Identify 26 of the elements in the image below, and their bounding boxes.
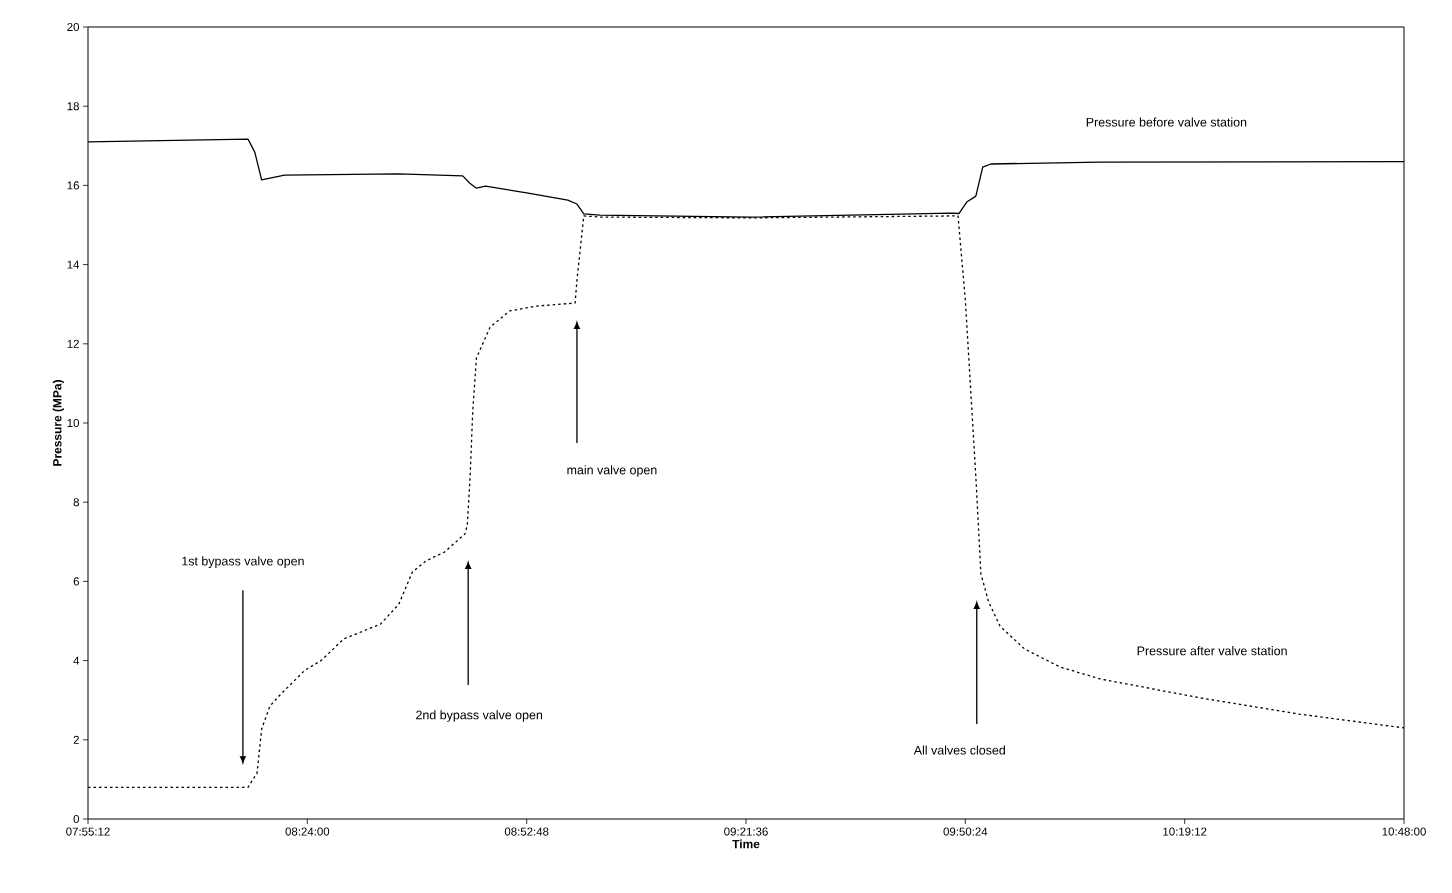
y-tick-label: 14 <box>67 260 80 269</box>
x-tick-label: 09:50:24 <box>943 827 988 836</box>
x-tick-label: 08:24:00 <box>285 827 330 836</box>
y-tick-label: 20 <box>67 22 80 32</box>
x-tick-label: 08:52:48 <box>504 827 549 836</box>
x-tick-label: 10:48:00 <box>1382 827 1426 836</box>
y-axis-title: Pressure (MPa) <box>52 380 64 466</box>
x-tick-label: 10:19:12 <box>1163 827 1207 836</box>
annotation: 1st bypass valve open <box>182 556 304 568</box>
annotation: All valves closed <box>913 745 1005 755</box>
y-tick-label: 6 <box>73 577 79 586</box>
y-tick-label: 16 <box>67 181 79 190</box>
text: Pressure after valve station <box>1137 646 1287 656</box>
y-tick-label: 10 <box>67 418 80 428</box>
y-tick-label: 2 <box>73 735 79 744</box>
x-tick-label: 09:21:36 <box>724 827 768 836</box>
annotation: 2nd bypass valve open <box>416 710 543 722</box>
y-tick-label: 12 <box>67 339 79 348</box>
y-tick-label: 0 <box>73 814 80 824</box>
text: Pressure before valve station <box>1086 117 1247 127</box>
y-tick-label: 18 <box>67 102 79 111</box>
x-tick-label: 07:55:12 <box>66 827 110 836</box>
x-axis-title: Time <box>732 839 760 849</box>
annotation: main valve open <box>567 465 657 477</box>
y-tick-label: 4 <box>73 656 80 665</box>
y-tick-label: 8 <box>73 498 79 507</box>
